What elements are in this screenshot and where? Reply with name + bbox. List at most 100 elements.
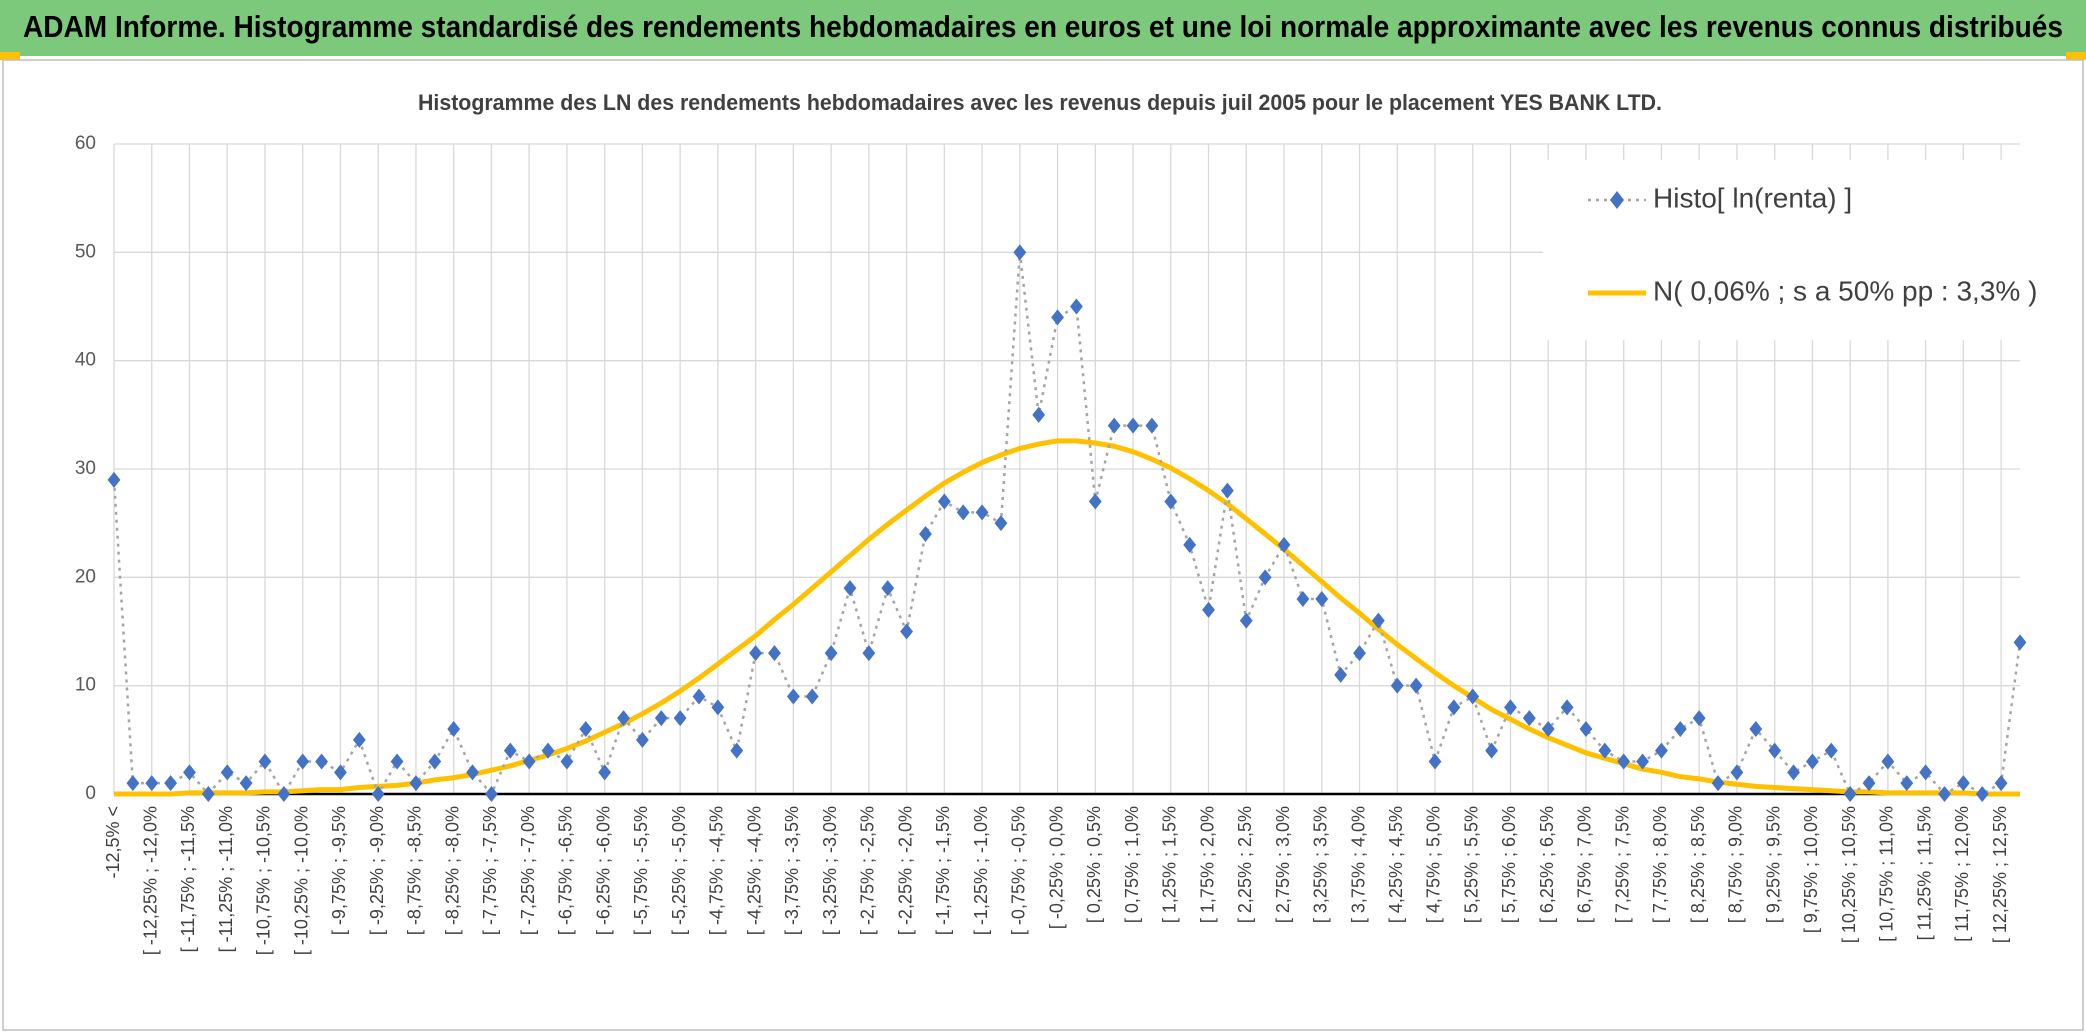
data-point	[1315, 591, 1329, 607]
x-tick-label: [ 1,75% ; 2,0%	[1197, 806, 1217, 923]
data-point	[1806, 753, 1819, 770]
x-tick-label: [ 8,75% ; 9,0%	[1726, 806, 1746, 923]
x-tick-label: [ -11,25% ; -11,0%	[216, 806, 236, 952]
x-tick-label: [ 9,75% ; 10,0%	[1801, 806, 1821, 933]
data-point	[1183, 536, 1197, 553]
data-point	[1353, 645, 1366, 662]
y-tick-label: 50	[75, 241, 96, 262]
data-point	[1617, 753, 1631, 770]
data-point	[956, 504, 970, 521]
data-point	[296, 753, 310, 770]
data-point	[786, 688, 800, 705]
data-point	[1975, 786, 1989, 802]
data-point	[1447, 699, 1461, 716]
data-point	[334, 764, 347, 781]
data-point	[1032, 406, 1046, 423]
x-tick-label: [ 8,25% ; 8,5%	[1688, 806, 1708, 923]
x-tick-label: [ 6,25% ; 6,5%	[1537, 806, 1557, 923]
data-point	[1258, 569, 1272, 586]
data-point	[1107, 417, 1121, 434]
data-point	[881, 580, 895, 597]
data-point	[1579, 721, 1593, 737]
data-point	[1843, 786, 1857, 802]
data-point	[1428, 753, 1442, 770]
series-line	[112, 251, 2022, 796]
x-tick-label: [ 3,75% ; 4,0%	[1348, 806, 1368, 923]
data-point	[919, 526, 932, 542]
data-point	[1768, 742, 1782, 759]
x-tick-label: [ -2,25% ; -2,0%	[895, 806, 915, 935]
x-tick-label: [ -2,75% ; -2,5%	[858, 806, 878, 935]
y-tick-label: 30	[75, 458, 96, 479]
x-tick-label: [ -3,25% ; -3,0%	[820, 806, 840, 935]
data-point	[692, 688, 706, 705]
data-point	[900, 623, 913, 640]
data-point	[1239, 612, 1253, 629]
data-point	[466, 764, 479, 781]
x-tick-label: [ 3,25% ; 3,5%	[1311, 806, 1331, 923]
data-point	[1692, 710, 1706, 727]
data-point	[862, 645, 876, 662]
legend-label: N( 0,06% ; s a 50% pp : 3,3% )	[1653, 275, 2037, 306]
data-point	[1371, 612, 1385, 629]
x-tick-label: [ -6,25% ; -6,0%	[593, 806, 613, 935]
data-point	[1938, 786, 1951, 802]
data-point	[1749, 721, 1763, 737]
data-point	[447, 721, 461, 737]
x-tick-label: [ 0,25% ; 0,5%	[1084, 806, 1104, 923]
x-tick-label: [ 0,75% ; 1,0%	[1122, 806, 1142, 923]
data-point	[1636, 753, 1649, 770]
legend-label: Histo[ ln(renta) ]	[1653, 182, 1852, 213]
y-tick-label: 40	[75, 350, 96, 371]
x-tick-label: [ -6,75% ; -6,5%	[556, 806, 576, 935]
x-tick-label: [ 4,25% ; 4,5%	[1386, 806, 1406, 923]
y-tick-label: 10	[75, 675, 96, 696]
legend-box	[1543, 160, 2023, 340]
y-tick-label: 0	[85, 783, 96, 804]
data-point	[126, 775, 140, 792]
data-point	[749, 645, 763, 662]
data-point	[277, 786, 291, 802]
data-point	[805, 688, 819, 705]
data-point	[579, 721, 593, 737]
data-point	[1296, 591, 1310, 607]
x-tick-label: [ -7,25% ; -7,0%	[518, 806, 538, 935]
data-point	[220, 764, 234, 781]
data-point	[1466, 688, 1480, 705]
data-point	[1070, 298, 1083, 315]
x-tick-label: [ 10,75% ; 11,0%	[1877, 806, 1897, 942]
data-point	[843, 580, 857, 597]
x-tick-label: [ 5,75% ; 6,0%	[1499, 806, 1519, 923]
data-point	[145, 775, 159, 792]
data-point	[183, 764, 196, 781]
data-point	[1673, 721, 1687, 737]
x-tick-label: [ 9,25% ; 9,5%	[1763, 806, 1783, 923]
data-point	[1824, 742, 1838, 759]
data-point	[1334, 666, 1348, 683]
data-point	[1541, 721, 1555, 737]
data-point	[560, 753, 574, 770]
chart-border	[2, 59, 2084, 1031]
x-tick-label: [ 2,25% ; 2,5%	[1235, 806, 1255, 923]
corner-mark	[0, 52, 20, 60]
data-point	[1409, 677, 1423, 694]
data-point	[1277, 536, 1291, 553]
data-point	[1202, 601, 1215, 618]
data-point	[635, 731, 649, 748]
data-point	[1956, 775, 1970, 792]
data-point	[711, 699, 725, 716]
x-tick-label: [ -10,75% ; -10,5%	[254, 806, 274, 955]
x-tick-label: [ -8,75% ; -8,5%	[405, 806, 425, 935]
x-tick-label: [ -12,25% ; -12,0%	[140, 806, 160, 955]
page-title: ADAM Informe. Histogramme standardisé de…	[23, 9, 2063, 44]
x-tick-label: [ 5,25% ; 5,5%	[1461, 806, 1481, 923]
data-point	[2013, 634, 2027, 651]
data-point	[315, 753, 328, 770]
y-tick-label: 60	[75, 133, 96, 154]
data-point	[409, 775, 423, 792]
data-point	[522, 753, 536, 770]
data-point	[1051, 309, 1064, 326]
data-point	[768, 645, 781, 662]
data-point	[617, 710, 630, 727]
